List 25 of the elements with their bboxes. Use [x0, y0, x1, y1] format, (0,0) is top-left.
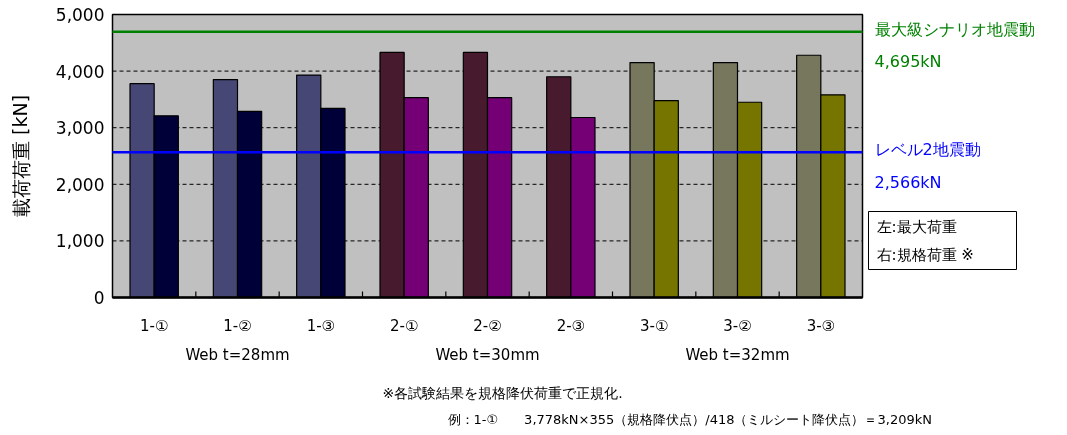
- ref-line-label: 最大級シナリオ地震動 4,695kN: [874, 19, 1035, 72]
- x-tick-label: 1-①: [139, 316, 169, 335]
- text: 右:規格荷重 ※: [876, 245, 974, 264]
- x-tick-label: 1-③: [306, 316, 336, 335]
- text: Web t=32mm: [685, 345, 790, 364]
- x-tick-label: 3-①: [639, 316, 669, 335]
- y-axis-title: 載荷荷重 [kN]: [9, 94, 32, 218]
- y-tick-label: 0: [93, 288, 105, 308]
- y-tick-label: 2,000: [55, 174, 105, 195]
- ref-line-label: レベル2地震動 2,566kN: [874, 140, 981, 192]
- text: Web t=30mm: [435, 345, 540, 364]
- y-tick-label: 5,000: [55, 5, 105, 25]
- text: Web t=28mm: [185, 345, 290, 364]
- y-tick-label: 4,000: [55, 61, 105, 82]
- text: 例：1-① 3,778kN×355（規格降伏点）/418（ミルシート降伏点）＝3,209kN: [447, 412, 932, 427]
- text: 左:最大荷重: [876, 217, 957, 236]
- x-tick-label: 1-②: [223, 316, 252, 335]
- x-tick-label: 3-②: [723, 316, 752, 335]
- x-tick-label: 2-②: [473, 316, 502, 335]
- y-tick-label: 1,000: [55, 231, 105, 252]
- x-tick-label: 2-③: [556, 316, 586, 335]
- x-tick-label: 2-①: [389, 316, 419, 335]
- text: ※各試験結果を規格降伏荷重で正規化.: [382, 384, 623, 401]
- x-tick-label: 3-③: [806, 316, 836, 335]
- y-tick-label: 3,000: [55, 118, 105, 139]
